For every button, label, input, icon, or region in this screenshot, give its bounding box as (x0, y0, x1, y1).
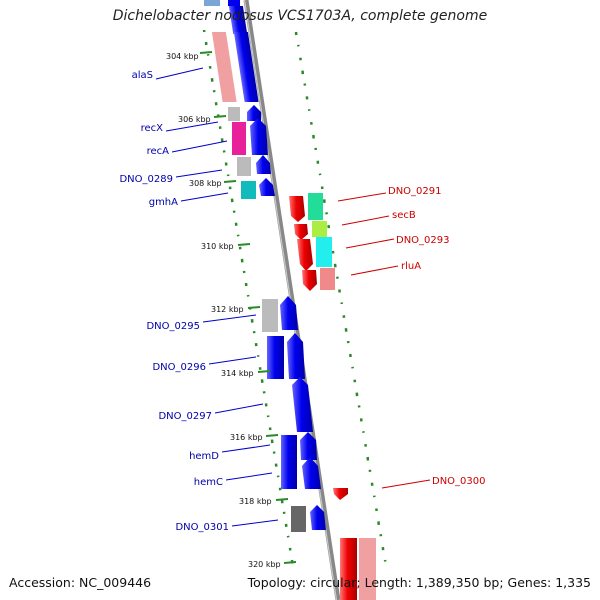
gene-DNO_0291[interactable] (289, 193, 323, 222)
label-rluA[interactable]: rluA (401, 261, 421, 272)
genome-backbone (243, 0, 341, 600)
genome-summary-text: Topology: circular; Length: 1,389,350 bp… (247, 575, 591, 590)
tick-label-304: 304 kbp (166, 52, 199, 61)
gene-DNO_0291-arrow (289, 196, 305, 222)
gene-DNO_0296-cog-box (267, 336, 284, 379)
gene-recA[interactable] (232, 118, 268, 155)
gene-DNO_0289-cog-box (237, 157, 251, 176)
gene-DNO_0291-cog-box (308, 193, 323, 220)
gene-recA-arrow (250, 118, 268, 155)
gene-hemC-arrow (302, 457, 321, 489)
forward-gene-labels: alaS recX recA DNO_0289 gmhA DNO_0295 DN… (119, 67, 279, 533)
label-DNO_0295[interactable]: DNO_0295 (146, 321, 200, 332)
gene-rluA-cog-box (320, 268, 335, 290)
tick-label-316: 316 kbp (230, 433, 263, 442)
label-DNO_0297[interactable]: DNO_0297 (158, 411, 212, 422)
gene-DNO_0296[interactable] (267, 333, 305, 379)
gene-alaS[interactable] (211, 32, 259, 102)
gene-gmhA-arrow (259, 178, 275, 196)
label-DNO_0291[interactable]: DNO_0291 (388, 186, 442, 197)
gene-gmhA[interactable] (241, 178, 275, 199)
label-gmhA[interactable]: gmhA (149, 197, 178, 208)
gene-rluA-arrow (302, 270, 317, 291)
forward-strand-genes (211, 32, 326, 532)
gene-DNO_0295-cog-box (262, 299, 278, 332)
gene-hemD-cog-box (281, 435, 297, 489)
gene-DNO_0289-arrow (256, 155, 271, 174)
label-DNO_0293[interactable]: DNO_0293 (396, 235, 450, 246)
gene-DNO_0300[interactable] (333, 488, 348, 500)
reverse-strand-genes (289, 193, 376, 600)
gene-alaS-arrow (233, 32, 259, 102)
gc-content-track-outer (294, 31, 387, 562)
label-alaS[interactable]: alaS (132, 70, 153, 81)
gene-DNO_0293-arrow (297, 239, 313, 271)
position-ticks: 304 kbp 306 kbp 308 kbp 310 kbp 312 kbp … (166, 51, 297, 569)
accession-text: Accession: NC_009446 (9, 575, 152, 590)
gene-DNO_0293[interactable] (297, 237, 332, 271)
gene-DNO_0296-arrow (287, 333, 305, 379)
gene-alaS-cog-box (211, 32, 237, 102)
gene-DNO_0301-arrow (310, 505, 326, 530)
partial-feature-top-bar (228, 6, 248, 34)
label-recA[interactable]: recA (147, 146, 170, 157)
gene-hemD[interactable] (281, 432, 317, 489)
gene-DNO_0295[interactable] (262, 296, 298, 332)
gene-rluA[interactable] (302, 268, 335, 291)
gene-DNO_0297[interactable] (292, 377, 313, 432)
gene-DNO_0300-arrow (333, 488, 348, 500)
tick-label-318: 318 kbp (239, 497, 272, 506)
partial-feature-top-light (204, 0, 220, 6)
label-secB[interactable]: secB (392, 210, 416, 221)
gene-DNO_0289[interactable] (237, 155, 271, 176)
label-recX[interactable]: recX (141, 123, 164, 134)
gene-DNO_0295-arrow (280, 296, 298, 330)
label-hemC[interactable]: hemC (194, 477, 223, 488)
genome-title: Dichelobacter nodosus VCS1703A, complete… (112, 8, 488, 24)
gene-recX[interactable] (228, 105, 261, 121)
label-hemD[interactable]: hemD (189, 451, 219, 462)
gene-secB[interactable] (294, 221, 327, 240)
gene-gmhA-cog-box (241, 181, 256, 199)
reverse-gene-labels: DNO_0291 secB DNO_0293 rluA DNO_0300 (337, 186, 486, 489)
gene-DNO_0297-arrow (292, 377, 313, 432)
partial-feature-bottom (340, 538, 376, 600)
gene-hemC[interactable] (302, 457, 321, 489)
tick-label-314: 314 kbp (221, 369, 254, 378)
gene-DNO_0301[interactable] (291, 505, 326, 532)
gene-DNO_0301-cog-box (291, 506, 306, 532)
gene-secB-cog-box (312, 221, 327, 237)
tick-label-306: 306 kbp (178, 115, 211, 124)
tick-label-310: 310 kbp (201, 242, 234, 251)
gene-DNO_0293-cog-box (316, 237, 332, 267)
label-DNO_0296[interactable]: DNO_0296 (152, 362, 206, 373)
label-DNO_0301[interactable]: DNO_0301 (175, 522, 229, 533)
tick-label-308: 308 kbp (189, 179, 222, 188)
tick-label-312: 312 kbp (211, 305, 244, 314)
tick-label-320: 320 kbp (248, 560, 281, 569)
label-DNO_0300[interactable]: DNO_0300 (432, 476, 486, 487)
partial-feature-top-blue (228, 0, 240, 6)
gene-recA-cog-box (232, 122, 246, 155)
gene-recX-cog-box (228, 107, 240, 121)
gene-secB-arrow (294, 224, 308, 240)
gene-recX-arrow (247, 105, 261, 121)
gene-hemD-arrow (300, 432, 317, 460)
label-DNO_0289[interactable]: DNO_0289 (119, 174, 173, 185)
